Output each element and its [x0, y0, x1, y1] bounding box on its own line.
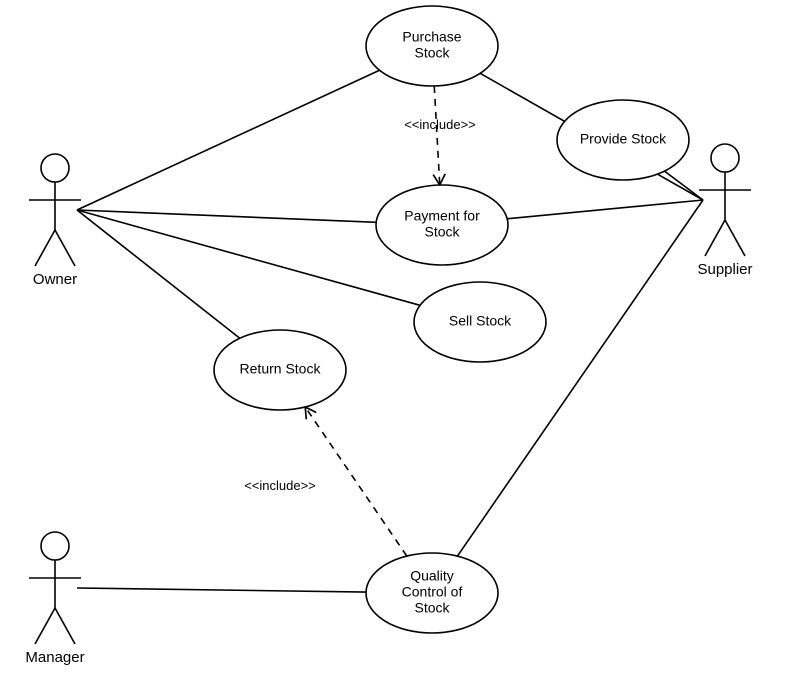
- assoc-supplier-provide: [664, 171, 703, 200]
- include-quality-return: [305, 407, 407, 556]
- usecase-provide-label-0: Provide Stock: [580, 131, 667, 147]
- actor-supplier: Supplier: [697, 144, 752, 278]
- assoc-owner-purchase: [77, 70, 380, 210]
- actor-owner-label: Owner: [33, 271, 77, 288]
- usecase-purchase: PurchaseStock: [366, 6, 498, 86]
- usecase-sell-label-0: Sell Stock: [449, 313, 512, 329]
- actor-manager-label: Manager: [25, 649, 84, 666]
- use-case-diagram: <<include>><<include>>PurchaseStockProvi…: [0, 0, 800, 687]
- assoc-supplier-payment: [507, 200, 703, 219]
- usecase-quality-label-1: Control of: [402, 584, 463, 600]
- actor-owner: Owner: [29, 154, 81, 288]
- usecase-purchase-label-1: Stock: [414, 45, 450, 61]
- usecase-provide: Provide Stock: [557, 100, 689, 180]
- usecase-quality-label-0: Quality: [410, 568, 454, 584]
- assoc-owner-return: [77, 210, 240, 338]
- usecase-purchase-label-0: Purchase: [402, 29, 461, 45]
- usecases-layer: PurchaseStockProvide StockPayment forSto…: [214, 6, 689, 633]
- include-label-purchase-payment: <<include>>: [404, 117, 476, 132]
- assoc-manager-quality: [77, 588, 366, 592]
- assoc-owner-payment: [77, 210, 376, 222]
- actor-manager: Manager: [25, 532, 84, 666]
- include-label-quality-return: <<include>>: [244, 478, 316, 493]
- assoc-supplier-quality: [457, 200, 703, 556]
- usecase-payment-label-1: Stock: [424, 224, 460, 240]
- usecase-quality: QualityControl ofStock: [366, 553, 498, 633]
- include-purchase-payment: [434, 86, 440, 185]
- usecase-return-label-0: Return Stock: [240, 361, 322, 377]
- usecase-quality-label-2: Stock: [414, 600, 450, 616]
- actor-supplier-label: Supplier: [697, 261, 752, 278]
- usecase-sell: Sell Stock: [414, 282, 546, 362]
- usecase-return: Return Stock: [214, 330, 346, 410]
- assoc-owner-sell: [77, 210, 420, 305]
- usecase-payment: Payment forStock: [376, 185, 508, 265]
- usecase-payment-label-0: Payment for: [404, 208, 480, 224]
